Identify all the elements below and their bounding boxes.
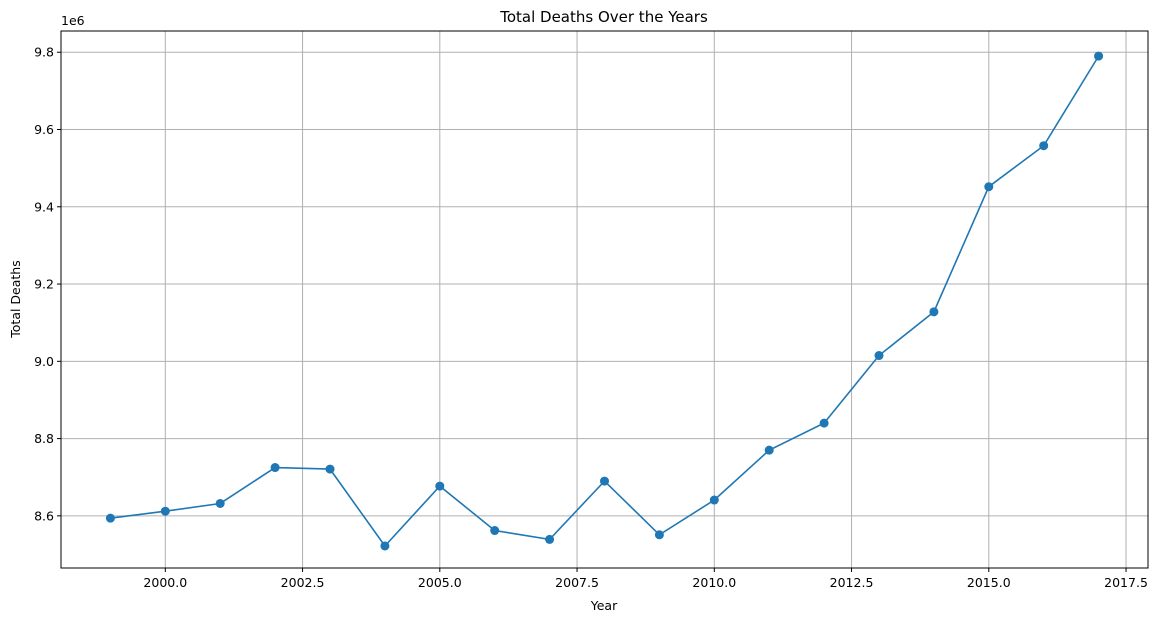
- x-tick-label: 2012.5: [830, 575, 874, 590]
- data-point: [1094, 51, 1104, 61]
- y-tick-label: 8.6: [34, 508, 54, 523]
- x-tick-label: 2005.0: [418, 575, 462, 590]
- y-offset-label: 1e6: [61, 13, 85, 28]
- data-point: [490, 526, 500, 536]
- chart-title: Total Deaths Over the Years: [499, 8, 708, 26]
- plot-frame: [60, 30, 1149, 569]
- axis-ticks: 2000.0 2002.5 2005.0 2007.5 2010.0 2012.5 2015…: [34, 45, 1148, 590]
- data-point: [1039, 141, 1049, 151]
- data-point: [545, 534, 555, 544]
- data-point: [984, 182, 994, 192]
- y-tick-label: 9.4: [34, 199, 54, 214]
- y-tick-label: 8.8: [34, 431, 54, 446]
- grid: [61, 31, 1148, 568]
- y-tick-label: 9.6: [34, 122, 54, 137]
- x-tick-label: 2000.0: [143, 575, 187, 590]
- x-tick-label: 2002.5: [281, 575, 325, 590]
- data-point: [929, 307, 939, 317]
- x-tick-label: 2015.0: [967, 575, 1011, 590]
- x-tick-label: 2007.5: [555, 575, 599, 590]
- data-point: [325, 464, 335, 474]
- y-tick-label: 9.8: [34, 45, 54, 60]
- data-point: [160, 506, 170, 516]
- data-point: [874, 351, 884, 361]
- data-point: [709, 495, 719, 505]
- data-point: [270, 463, 280, 473]
- x-axis-label: Year: [590, 598, 618, 613]
- data-point: [380, 541, 390, 551]
- y-axis-label: Total Deaths: [8, 260, 23, 338]
- y-tick-label: 9.0: [34, 354, 54, 369]
- x-tick-label: 2010.0: [692, 575, 736, 590]
- data-point: [435, 481, 445, 491]
- data-point: [654, 530, 664, 540]
- y-tick-label: 9.2: [34, 277, 54, 292]
- data-point: [215, 498, 225, 508]
- data-point: [819, 418, 829, 428]
- series-points: [105, 51, 1104, 551]
- data-point: [764, 445, 774, 455]
- data-point: [600, 476, 609, 486]
- x-tick-label: 2017.5: [1104, 575, 1148, 590]
- data-point: [105, 513, 115, 523]
